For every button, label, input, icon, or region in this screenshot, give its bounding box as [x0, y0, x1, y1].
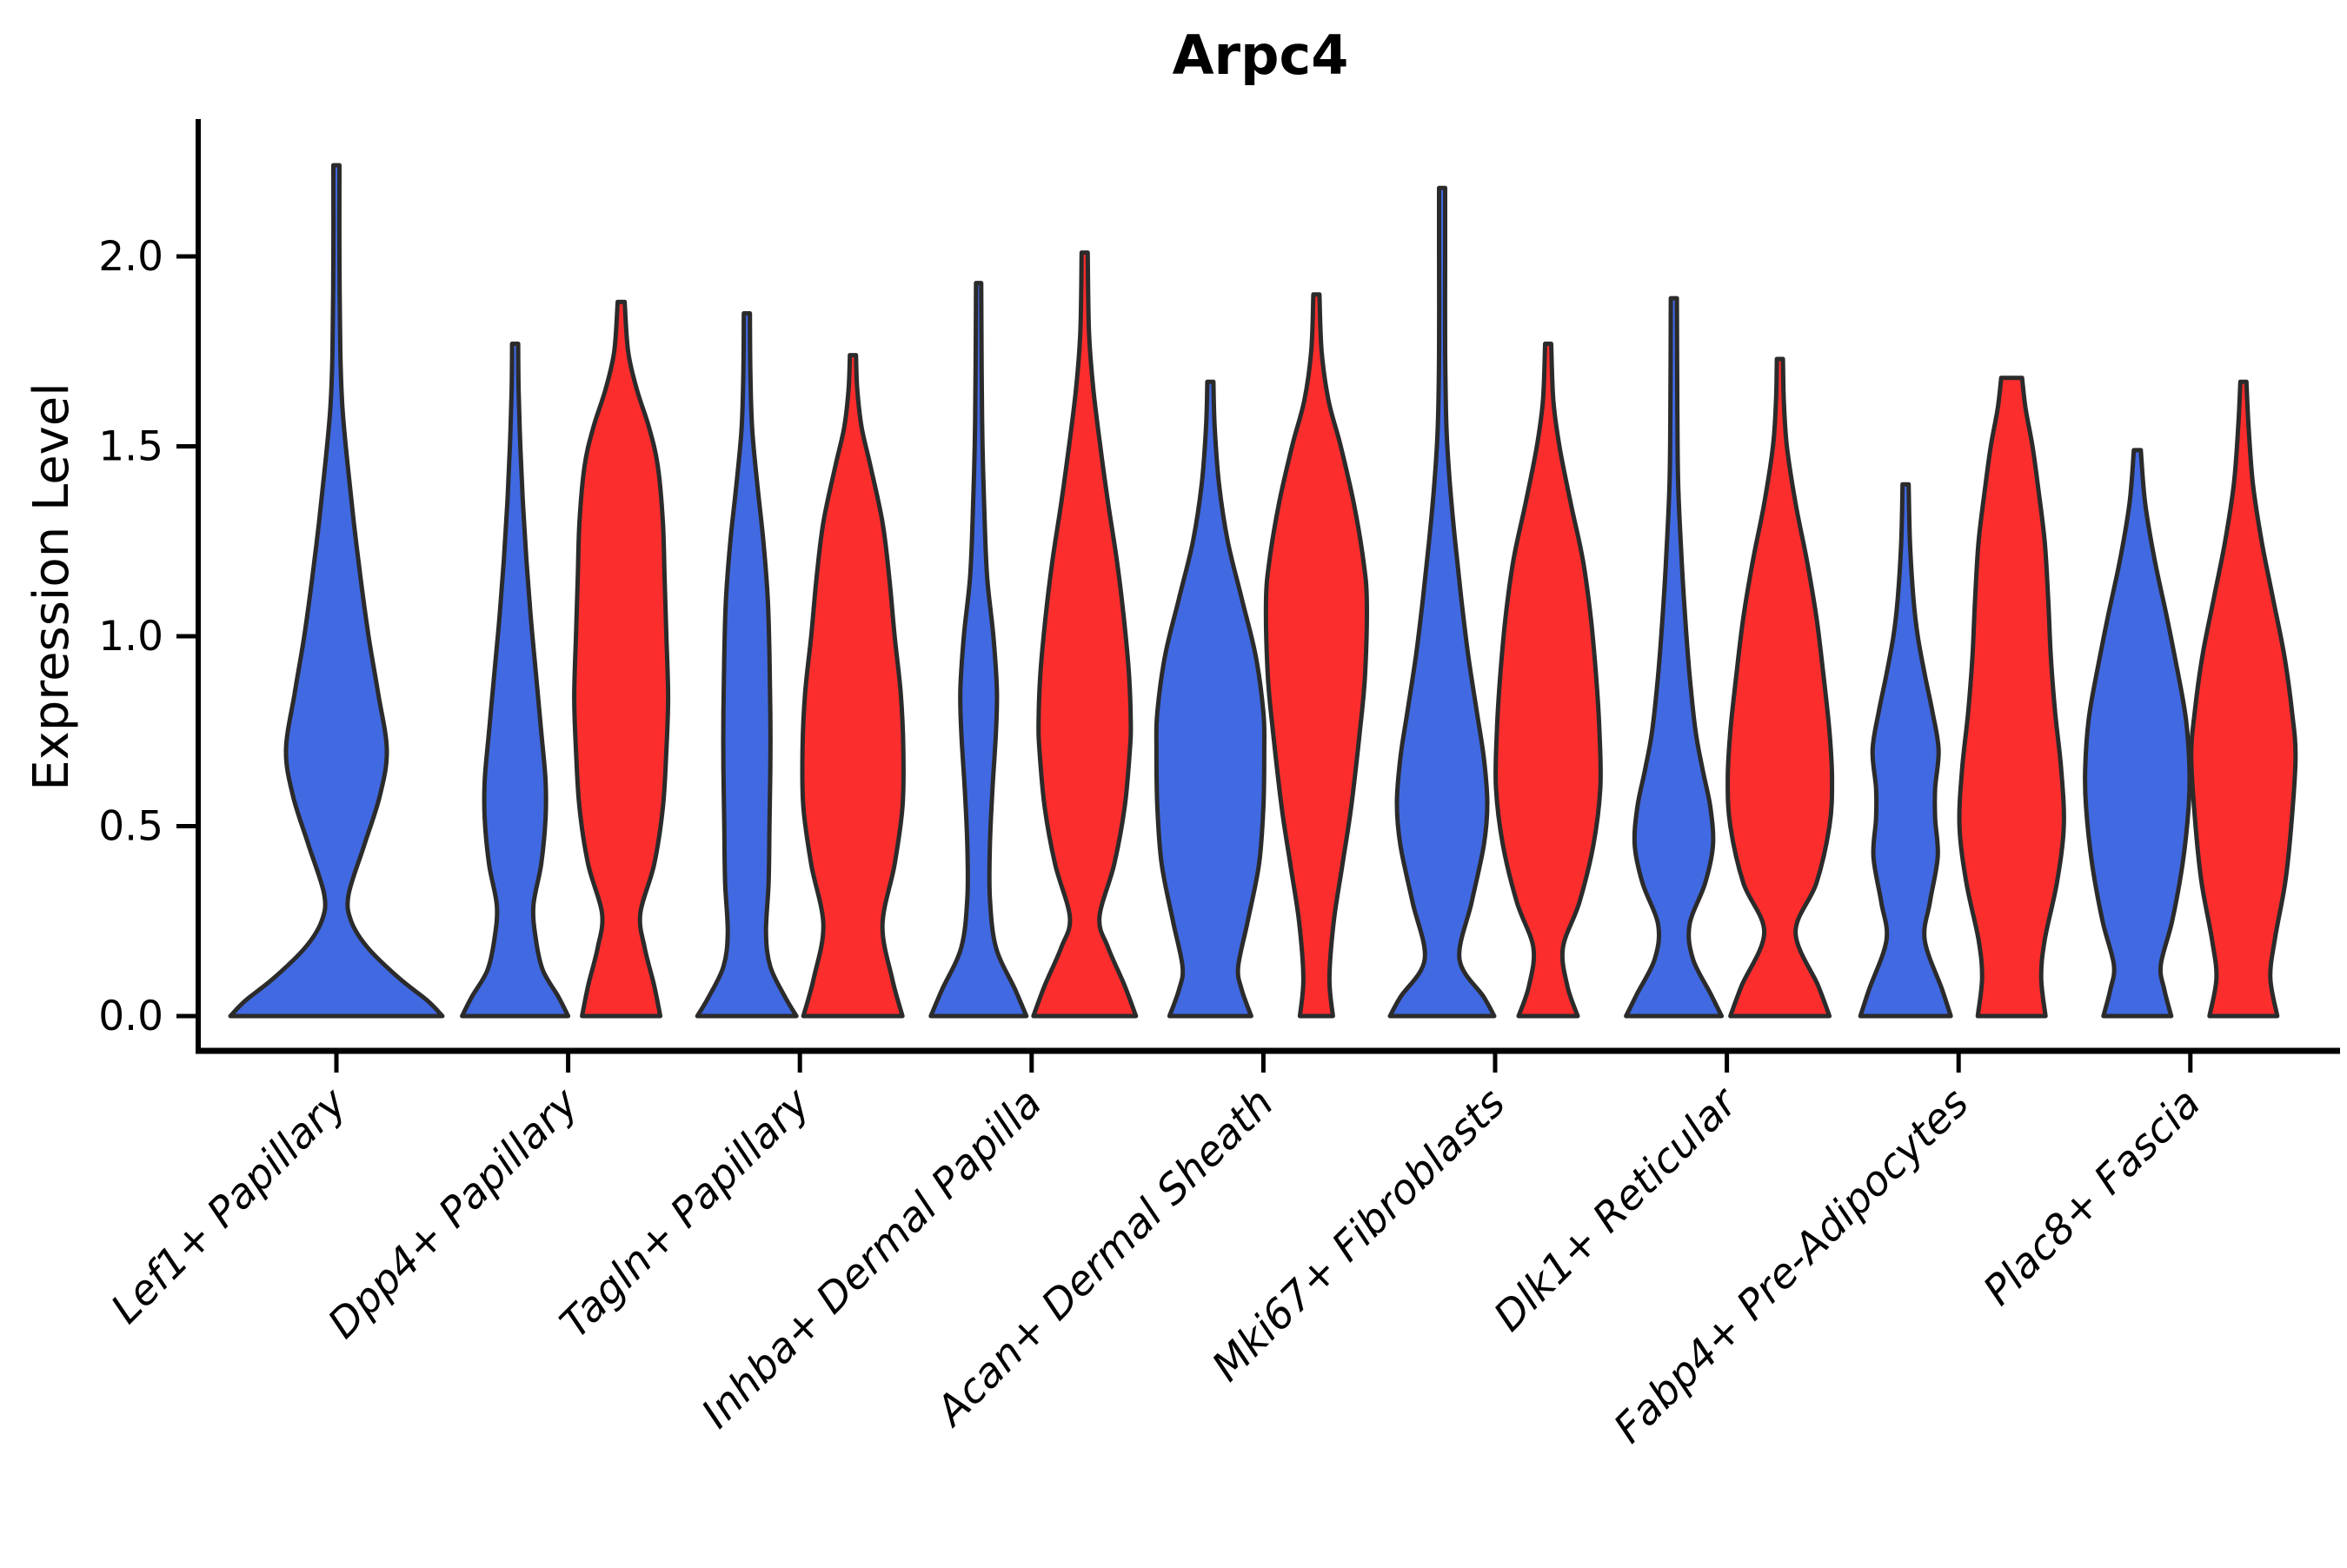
violin-inhba-dermal-papilla-blue	[928, 281, 1029, 1019]
violin-tagln-papillary-red	[800, 353, 906, 1019]
x-tick-label-dlk1-reticular: Dlk1+ Reticular	[1485, 1078, 1748, 1341]
y-tick-label: 1.0	[98, 613, 163, 661]
violin-dpp4-papillary-blue	[460, 342, 571, 1019]
y-axis-ticks: 0.0 0.5 1.0 1.5 2.0	[98, 233, 198, 1040]
violin-inhba-dermal-papilla-red	[1031, 250, 1139, 1019]
y-tick-label: 0.5	[98, 803, 163, 851]
y-axis-label: Expression Level	[23, 382, 80, 791]
violin-fabp4-pre-adipocytes-red	[1957, 375, 2066, 1019]
violin-plac8-fascia-red	[2189, 379, 2298, 1019]
y-tick-label: 1.5	[98, 423, 163, 471]
violin-mki67-fibroblasts-red	[1493, 342, 1603, 1019]
violin-dlk1-reticular-red	[1725, 356, 1835, 1019]
violin-acan-dermal-sheath-red	[1263, 292, 1369, 1019]
violin-fabp4-pre-adipocytes-blue	[1858, 482, 1953, 1019]
x-tick-label-dpp4-papillary: Dpp4+ Papillary	[319, 1079, 588, 1348]
violin-acan-dermal-sheath-blue	[1154, 379, 1267, 1019]
x-tick-label-tagln-papillary: Tagln+ Papillary	[551, 1079, 821, 1348]
violin-mki67-fibroblasts-blue	[1387, 185, 1497, 1019]
y-tick-label: 0.0	[98, 993, 163, 1040]
x-tick-label-plac8-fascia: Plac8+ Fascia	[1974, 1080, 2210, 1315]
chart-title: Arpc4	[1173, 23, 1349, 87]
violins-layer	[228, 163, 2298, 1019]
y-tick-label: 2.0	[98, 233, 163, 281]
violin-dpp4-papillary-red	[572, 299, 671, 1019]
x-tick-label-lef1-papillary: Lef1+ Papillary	[102, 1079, 356, 1333]
violin-plac8-fascia-blue	[2083, 448, 2192, 1019]
violin-tagln-papillary-blue	[695, 311, 799, 1019]
violin-dlk1-reticular-blue	[1624, 296, 1725, 1019]
violin-lef1-papillary-blue	[228, 163, 445, 1019]
